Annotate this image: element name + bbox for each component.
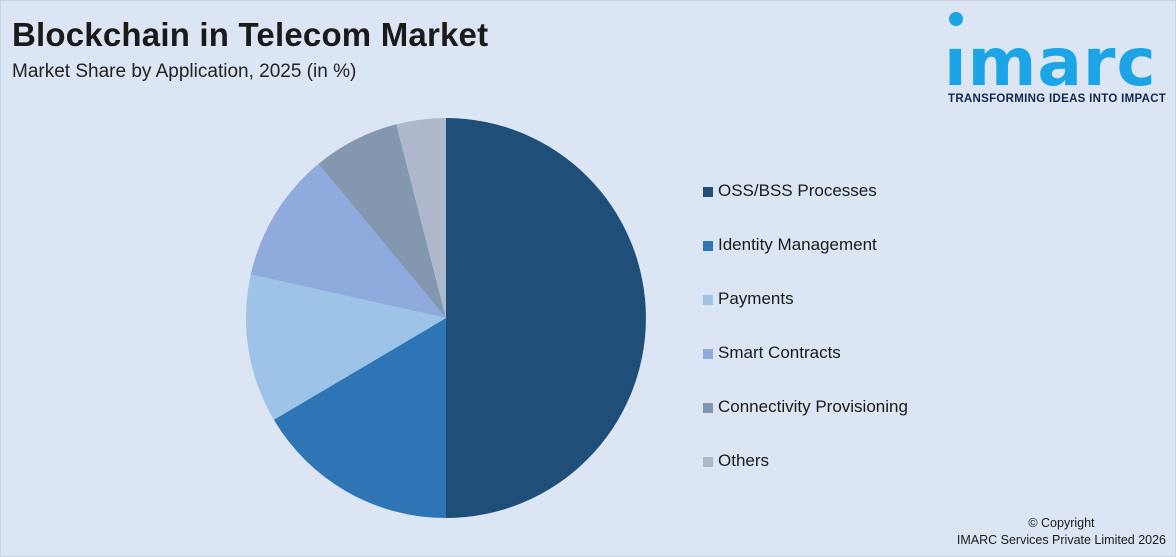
pie-slice-identity-management (273, 318, 446, 518)
pie-slice-payments (246, 274, 446, 420)
legend-label: Others (718, 451, 770, 470)
imarc-logo: ımarc TRANSFORMING IDEAS INTO IMPACT (944, 12, 1172, 112)
pie-slice-connectivity-provisioning (318, 124, 446, 318)
legend-swatch (703, 457, 713, 467)
legend-swatch (703, 241, 713, 251)
copyright: © Copyright IMARC Services Private Limit… (957, 515, 1166, 549)
legend-swatch (703, 349, 713, 359)
legend-swatch (703, 403, 713, 413)
legend-label: Smart Contracts (718, 343, 841, 362)
pie-slice-others (396, 118, 446, 318)
logo-wordmark: ımarc (944, 24, 1157, 101)
pie-slice-oss-bss-processes (446, 118, 646, 518)
chart-title: Blockchain in Telecom Market (12, 16, 489, 53)
logo-tagline: TRANSFORMING IDEAS INTO IMPACT (948, 93, 1167, 105)
legend-swatch (703, 295, 713, 305)
legend-label: OSS/BSS Processes (718, 181, 877, 200)
logo-dot-icon (949, 12, 963, 26)
copyright-line-2: IMARC Services Private Limited 2026 (956, 533, 1166, 547)
legend-swatch (703, 187, 713, 197)
pie-chart (246, 118, 646, 518)
legend-label: Connectivity Provisioning (718, 397, 908, 416)
legend-label: Identity Management (718, 235, 877, 254)
pie-slice-smart-contracts (250, 163, 446, 318)
chart-subtitle: Market Share by Application, 2025 (in %) (12, 61, 357, 82)
copyright-line-1: © Copyright (1028, 516, 1095, 530)
legend-label: Payments (718, 289, 794, 308)
